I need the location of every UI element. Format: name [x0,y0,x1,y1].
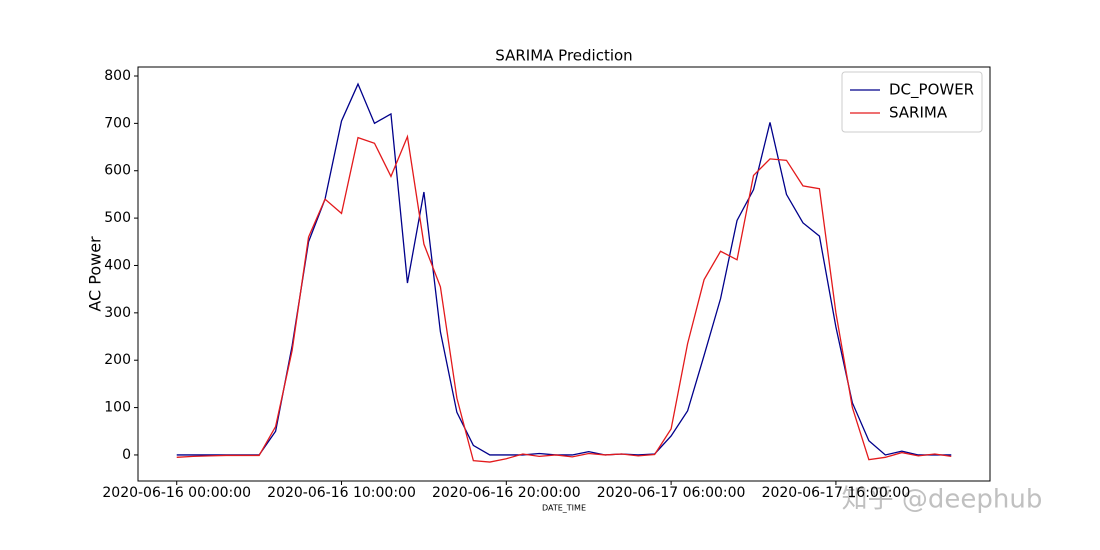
y-tick-label: 400 [104,257,131,273]
y-tick-label: 800 [104,68,131,84]
y-tick-label: 100 [104,400,131,416]
series-line [176,82,952,456]
series-line [176,134,952,463]
y-tick-label: 600 [104,163,131,179]
y-tick-label: 700 [104,115,131,131]
y-tick-label: 300 [104,305,131,321]
x-tick-label: 2020-06-17 06:00:00 [597,485,746,501]
x-axis-label: DATE_TIME [542,504,586,513]
x-tick-label: 2020-06-16 10:00:00 [267,485,416,501]
legend-label: DC_POWER [889,81,974,100]
legend-label: SARIMA [889,104,948,122]
chart-title: SARIMA Prediction [495,47,632,65]
y-tick-label: 200 [104,352,131,368]
y-tick-label: 500 [104,210,131,226]
legend-box [841,71,983,133]
y-tick-label: 0 [122,447,131,463]
x-tick-label: 2020-06-17 16:00:00 [762,485,911,501]
watermark: 知乎 @deephub [842,485,1043,515]
x-tick-label: 2020-06-16 00:00:00 [102,485,251,501]
x-tick-label: 2020-06-16 20:00:00 [432,485,581,501]
y-axis-label: AC Power [86,236,105,312]
plot-frame [137,66,991,482]
